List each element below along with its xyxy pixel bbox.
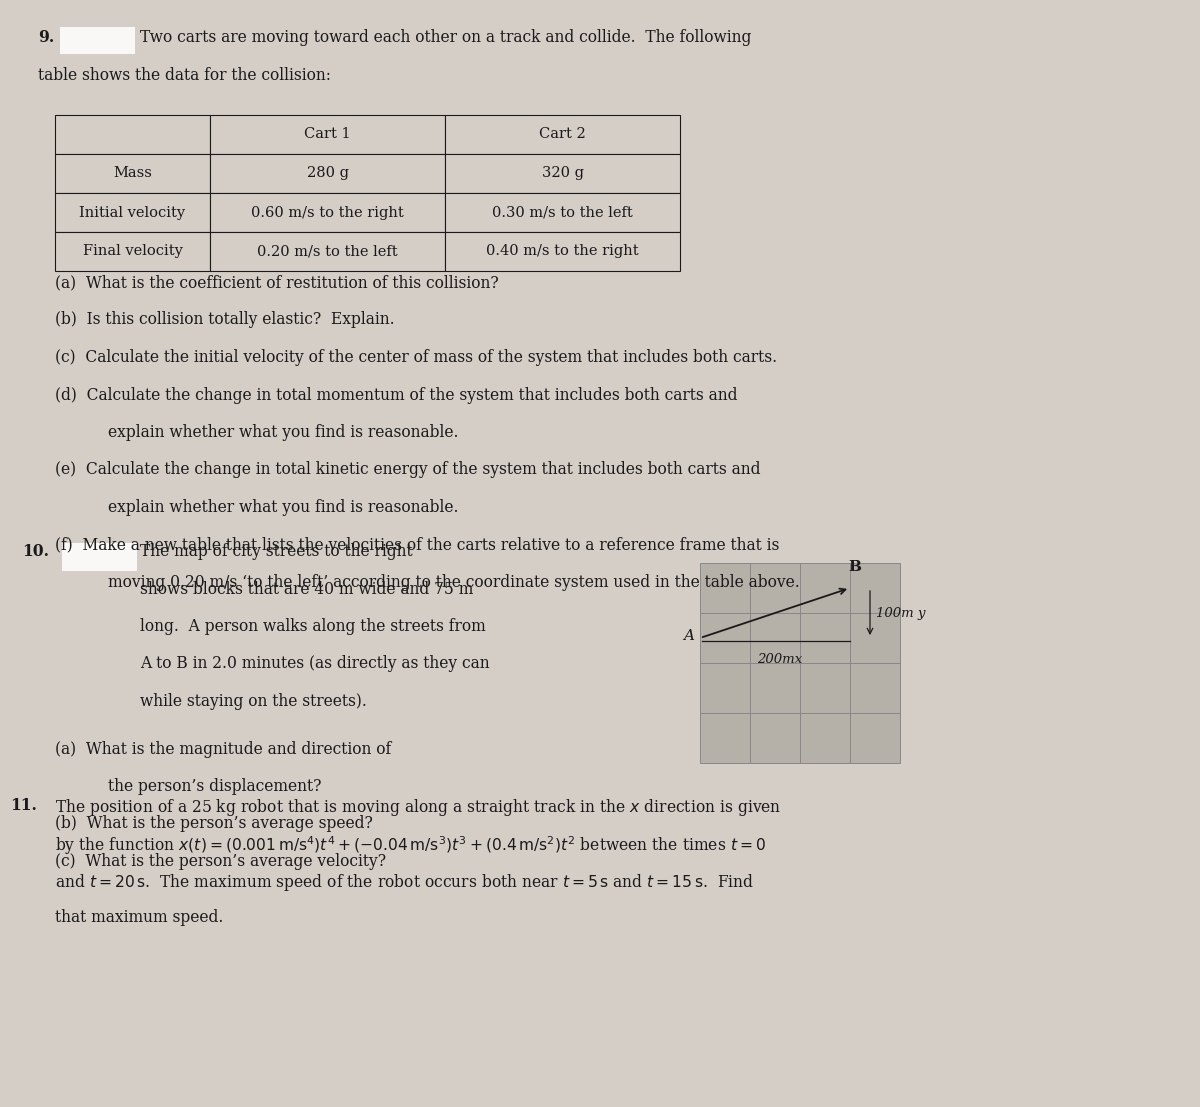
Text: Cart 1: Cart 1 [304,127,350,142]
Text: (a)  What is the coefficient of restitution of this collision?: (a) What is the coefficient of restituti… [55,275,499,291]
Text: The map of city streets to the right: The map of city streets to the right [140,544,413,560]
Bar [55,232,210,271]
Text: (d)  Calculate the change in total momentum of the system that includes both car: (d) Calculate the change in total moment… [55,386,738,403]
Text: (c)  What is the person’s average velocity?: (c) What is the person’s average velocit… [55,853,386,870]
Bar [445,193,680,232]
Bar [210,232,445,271]
Text: 10.: 10. [22,544,49,560]
Text: 9.: 9. [38,29,54,46]
Text: (a)  What is the magnitude and direction of: (a) What is the magnitude and direction … [55,741,391,757]
Text: 0.40 m/s to the right: 0.40 m/s to the right [486,245,638,259]
Bar [750,563,800,613]
Bar [210,193,445,232]
Text: and $t = 20\,\mathrm{s}$.  The maximum speed of the robot occurs both near $t = : and $t = 20\,\mathrm{s}$. The maximum sp… [55,872,754,893]
Text: by the function $x(t) = (0.001\,\mathrm{m/s^4})t^4 + (-0.04\,\mathrm{m/s^3})t^3 : by the function $x(t) = (0.001\,\mathrm{… [55,835,766,857]
Text: the person’s displacement?: the person’s displacement? [108,778,322,795]
Bar [700,713,750,763]
FancyBboxPatch shape [60,27,134,54]
Text: 320 g: 320 g [541,166,583,180]
Text: 11.: 11. [10,797,37,814]
Text: Initial velocity: Initial velocity [79,206,186,219]
Text: explain whether what you find is reasonable.: explain whether what you find is reasona… [108,499,458,516]
Text: (e)  Calculate the change in total kinetic energy of the system that includes bo: (e) Calculate the change in total kineti… [55,462,761,478]
Text: (b)  Is this collision totally elastic?  Explain.: (b) Is this collision totally elastic? E… [55,311,395,329]
Text: Cart 2: Cart 2 [539,127,586,142]
Bar [55,115,210,154]
Bar [210,115,445,154]
Bar [850,663,900,713]
Text: shows blocks that are 40 m wide and 75 m: shows blocks that are 40 m wide and 75 m [140,580,473,598]
Text: 0.30 m/s to the left: 0.30 m/s to the left [492,206,632,219]
Text: while staying on the streets).: while staying on the streets). [140,693,367,710]
Text: A to B in 2.0 minutes (as directly as they can: A to B in 2.0 minutes (as directly as th… [140,655,490,672]
Bar [750,613,800,663]
Bar [210,154,445,193]
Text: (b)  What is the person’s average speed?: (b) What is the person’s average speed? [55,816,373,832]
Bar [800,563,850,613]
Text: B: B [848,560,862,575]
Bar [700,563,750,613]
Text: 0.20 m/s to the left: 0.20 m/s to the left [257,245,398,259]
Text: A: A [683,629,694,643]
Text: 280 g: 280 g [306,166,348,180]
Bar [55,154,210,193]
Text: Final velocity: Final velocity [83,245,182,259]
Text: table shows the data for the collision:: table shows the data for the collision: [38,68,331,84]
Bar [850,563,900,613]
Text: Mass: Mass [113,166,152,180]
Text: (c)  Calculate the initial velocity of the center of mass of the system that inc: (c) Calculate the initial velocity of th… [55,349,778,366]
Text: explain whether what you find is reasonable.: explain whether what you find is reasona… [108,424,458,441]
FancyBboxPatch shape [62,544,137,571]
Bar [700,613,750,663]
Bar [700,663,750,713]
Bar [750,663,800,713]
Bar [850,713,900,763]
Bar [55,193,210,232]
Text: long.  A person walks along the streets from: long. A person walks along the streets f… [140,618,486,635]
Text: 100m y: 100m y [876,607,925,620]
Text: (f)  Make a new table that lists the velocities of the carts relative to a refer: (f) Make a new table that lists the velo… [55,537,779,554]
Bar [445,115,680,154]
Text: 0.60 m/s to the right: 0.60 m/s to the right [251,206,404,219]
Bar [800,663,850,713]
Text: moving 0.20 m/s ‘to the left’ according to the coordinate system used in the tab: moving 0.20 m/s ‘to the left’ according … [108,575,799,591]
Bar [800,713,850,763]
Text: The position of a 25 kg robot that is moving along a straight track in the $x$ d: The position of a 25 kg robot that is mo… [55,797,781,818]
Bar [850,613,900,663]
Bar [750,713,800,763]
Bar [445,232,680,271]
Bar [800,613,850,663]
Bar [445,154,680,193]
Text: that maximum speed.: that maximum speed. [55,910,223,927]
Text: Two carts are moving toward each other on a track and collide.  The following: Two carts are moving toward each other o… [140,29,751,46]
Text: 200mx: 200mx [757,653,803,666]
